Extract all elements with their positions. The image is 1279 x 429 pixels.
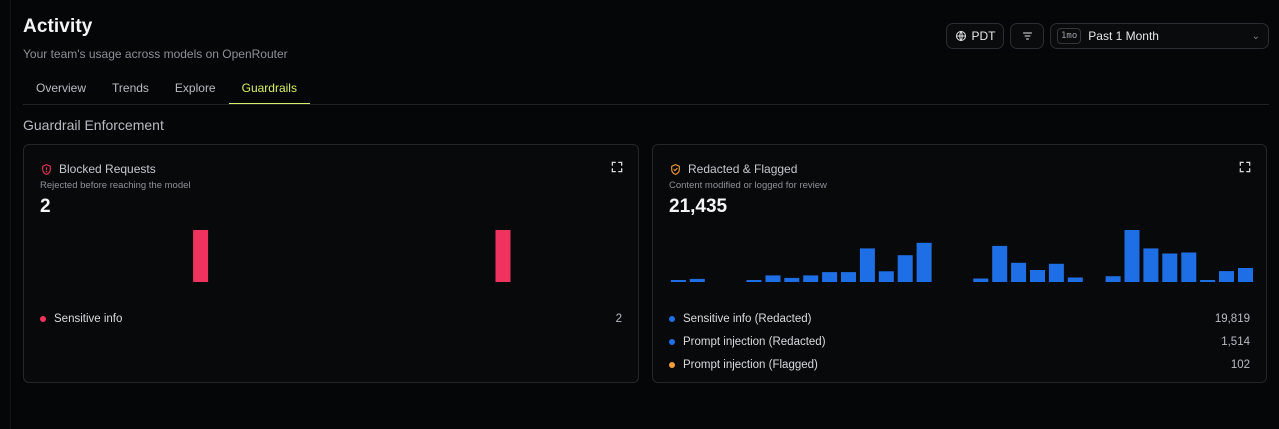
time-range-value: Past 1 Month	[1088, 29, 1159, 43]
chart-bar	[1124, 230, 1140, 282]
expand-icon[interactable]	[610, 160, 624, 174]
legend: Sensitive info (Redacted) 19,819 Prompt …	[669, 307, 1250, 376]
chart-bar	[1030, 270, 1045, 282]
legend-label: Sensitive info	[54, 312, 123, 325]
legend-dot	[669, 315, 675, 322]
chart-bar	[1219, 271, 1234, 282]
legend-item: Sensitive info 2	[40, 307, 622, 330]
chart-bar	[973, 278, 989, 282]
legend-label: Prompt injection (Flagged)	[683, 358, 818, 371]
legend-label: Prompt injection (Redacted)	[683, 335, 826, 348]
legend-item: Prompt injection (Redacted) 1,514	[669, 330, 1250, 353]
chart-bar	[784, 277, 800, 282]
time-range-badge: 1mo	[1057, 28, 1082, 44]
page-title: Activity	[23, 16, 93, 37]
timezone-button[interactable]: PDT	[946, 23, 1004, 49]
chart-bar	[878, 271, 894, 282]
chart-bar	[765, 275, 781, 282]
filter-button[interactable]	[1010, 23, 1044, 49]
legend-value: 2	[615, 312, 622, 325]
card-title: Redacted & Flagged	[688, 162, 798, 176]
card-total-value: 2	[40, 196, 51, 217]
chart-bar	[1011, 262, 1027, 282]
expand-icon[interactable]	[1238, 160, 1252, 174]
card-header: Redacted & Flagged	[669, 162, 797, 176]
timezone-label: PDT	[971, 29, 996, 43]
card-title: Blocked Requests	[59, 162, 156, 176]
chart-bar	[1181, 252, 1197, 282]
legend-value: 19,819	[1214, 312, 1250, 325]
card-description: Rejected before reaching the model	[40, 180, 191, 191]
chart-bar	[1162, 253, 1178, 282]
chart-bar	[803, 275, 819, 282]
chart-bar	[689, 278, 705, 282]
section-title: Guardrail Enforcement	[23, 117, 164, 133]
shield-check-icon	[671, 163, 680, 175]
card-total-value: 21,435	[669, 196, 728, 217]
chart-bar	[859, 248, 875, 282]
filter-icon	[1022, 32, 1032, 40]
card-description: Content modified or logged for review	[669, 180, 827, 191]
page-header: Activity Your team's usage across models…	[23, 16, 1269, 66]
chart-bar	[1105, 276, 1121, 282]
chart-bar	[822, 272, 838, 282]
legend: Sensitive info 2	[40, 307, 622, 330]
shield-icon	[42, 163, 51, 175]
time-range-select[interactable]: 1mo Past 1 Month ⌄	[1050, 23, 1269, 49]
chart-bar	[1238, 268, 1253, 282]
legend-dot	[669, 338, 675, 345]
redacted-flagged-chart	[670, 230, 1253, 282]
legend-dot	[40, 315, 46, 322]
left-divider	[10, 0, 11, 429]
chart-bar	[746, 280, 762, 282]
redacted-flagged-card: Redacted & Flagged Content modified or l…	[652, 144, 1267, 383]
legend-dot	[669, 361, 675, 368]
chart-bar	[1143, 248, 1159, 282]
legend-value: 1,514	[1221, 335, 1250, 348]
tab-guardrails[interactable]: Guardrails	[228, 78, 310, 104]
chart-bar	[1048, 263, 1064, 282]
legend-item: Sensitive info (Redacted) 19,819	[669, 307, 1250, 330]
legend-value: 102	[1230, 358, 1250, 371]
chart-bar	[916, 242, 932, 282]
chart-bar	[670, 280, 686, 282]
chart-bar	[992, 245, 1008, 282]
chart-bar	[897, 255, 913, 282]
tab-overview[interactable]: Overview	[36, 81, 87, 95]
chart-bar	[1067, 277, 1083, 282]
tab-trends[interactable]: Trends	[112, 81, 149, 95]
blocked-requests-chart	[193, 230, 511, 282]
chart-bar	[495, 230, 511, 282]
legend-item: Prompt injection (Flagged) 102	[669, 353, 1250, 376]
card-header: Blocked Requests	[40, 162, 156, 176]
page-subtitle: Your team's usage across models on OpenR…	[23, 47, 288, 61]
legend-label: Sensitive info (Redacted)	[683, 312, 812, 325]
tab-explore[interactable]: Explore	[174, 81, 216, 95]
chart-bar	[193, 230, 209, 282]
tab-bar: Overview Trends Explore Guardrails	[23, 78, 1269, 105]
globe-icon	[955, 30, 966, 42]
blocked-requests-card: Blocked Requests Rejected before reachin…	[23, 144, 639, 383]
chart-bar	[841, 272, 856, 282]
header-controls: PDT 1mo Past 1 Month ⌄	[946, 23, 1269, 49]
chart-bar	[1200, 280, 1216, 282]
chevron-down-icon: ⌄	[1251, 30, 1260, 42]
